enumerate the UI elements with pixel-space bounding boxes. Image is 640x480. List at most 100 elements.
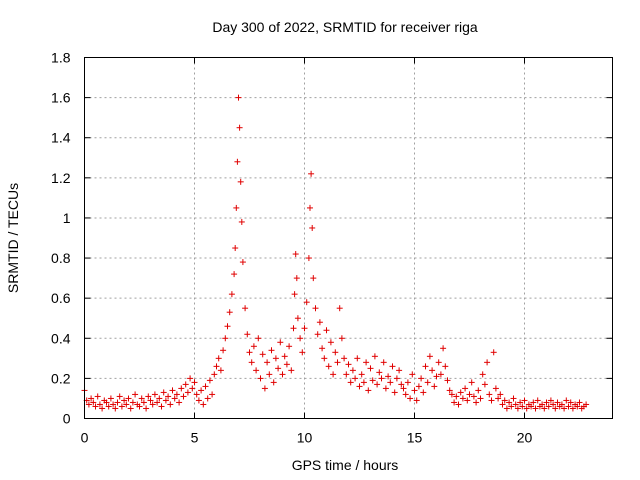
data-point — [506, 399, 513, 406]
data-point — [99, 405, 106, 412]
data-point — [292, 251, 299, 258]
data-point — [211, 371, 218, 378]
data-point — [167, 401, 174, 408]
data-point — [187, 375, 194, 382]
data-point — [389, 363, 396, 370]
data-point — [407, 395, 414, 402]
data-point — [470, 393, 477, 400]
data-point — [433, 373, 440, 380]
data-point — [275, 365, 282, 372]
data-point — [424, 379, 431, 386]
data-point — [554, 399, 561, 406]
data-point — [312, 305, 319, 312]
data-point — [237, 178, 244, 185]
y-tick-label: 0.2 — [51, 370, 71, 386]
data-point — [116, 393, 123, 400]
data-point — [195, 397, 202, 404]
data-point — [217, 367, 224, 374]
data-point — [393, 375, 400, 382]
data-point — [165, 393, 172, 400]
data-point — [123, 401, 130, 408]
data-point — [558, 401, 565, 408]
data-point — [202, 383, 209, 390]
data-point — [561, 405, 568, 412]
data-point — [253, 367, 260, 374]
data-point — [140, 399, 147, 406]
data-point — [305, 255, 312, 262]
data-points — [81, 94, 590, 412]
y-tick-label: 1.6 — [51, 90, 71, 106]
data-point — [143, 405, 150, 412]
data-point — [156, 395, 163, 402]
data-point — [418, 375, 425, 382]
data-point — [242, 305, 249, 312]
data-point — [294, 315, 301, 322]
data-point — [338, 335, 345, 342]
data-point — [451, 399, 458, 406]
data-point — [248, 359, 255, 366]
data-point — [369, 377, 376, 384]
data-point — [283, 361, 290, 368]
data-point — [180, 393, 187, 400]
data-point — [236, 124, 243, 131]
data-point — [234, 158, 241, 165]
x-axis-label: GPS time / hours — [292, 457, 399, 473]
data-point — [178, 385, 185, 392]
data-point — [490, 349, 497, 356]
data-point — [277, 339, 284, 346]
data-point — [413, 397, 420, 404]
data-point — [402, 391, 409, 398]
data-point — [455, 401, 462, 408]
plot-frame — [84, 57, 613, 419]
data-point — [303, 299, 310, 306]
data-point — [371, 353, 378, 360]
data-point — [264, 359, 271, 366]
data-point — [266, 371, 273, 378]
data-point — [270, 379, 277, 386]
x-tick-label: 10 — [297, 430, 313, 446]
data-point — [380, 359, 387, 366]
data-point — [323, 327, 330, 334]
data-point — [543, 399, 550, 406]
y-tick-label: 0.6 — [51, 290, 71, 306]
y-tick-label: 0 — [63, 411, 71, 427]
data-point — [446, 387, 453, 394]
data-point — [206, 377, 213, 384]
y-tick-label: 1.8 — [51, 50, 71, 66]
data-point — [244, 331, 251, 338]
data-point — [481, 381, 488, 388]
data-point — [272, 355, 279, 362]
data-point — [105, 403, 112, 410]
data-point — [96, 401, 103, 408]
data-point — [341, 355, 348, 362]
data-point — [319, 345, 326, 352]
data-point — [209, 391, 216, 398]
data-point — [231, 271, 238, 278]
data-point — [297, 335, 304, 342]
data-point — [261, 385, 268, 392]
data-point — [92, 403, 99, 410]
data-point — [145, 393, 152, 400]
data-point — [453, 393, 460, 400]
data-point — [530, 399, 537, 406]
data-point — [310, 275, 317, 282]
data-point — [349, 367, 356, 374]
data-point — [330, 371, 337, 378]
data-point — [226, 309, 233, 316]
data-point — [127, 405, 134, 412]
data-point — [332, 349, 339, 356]
data-point — [448, 391, 455, 398]
grid-lines — [84, 57, 613, 419]
data-point — [479, 371, 486, 378]
data-point — [162, 397, 169, 404]
data-point — [550, 401, 557, 408]
data-point — [193, 391, 200, 398]
data-point — [363, 359, 370, 366]
data-point — [528, 403, 535, 410]
data-point — [358, 371, 365, 378]
data-point — [132, 391, 139, 398]
data-point — [268, 347, 275, 354]
data-point — [255, 335, 262, 342]
data-point — [400, 385, 407, 392]
